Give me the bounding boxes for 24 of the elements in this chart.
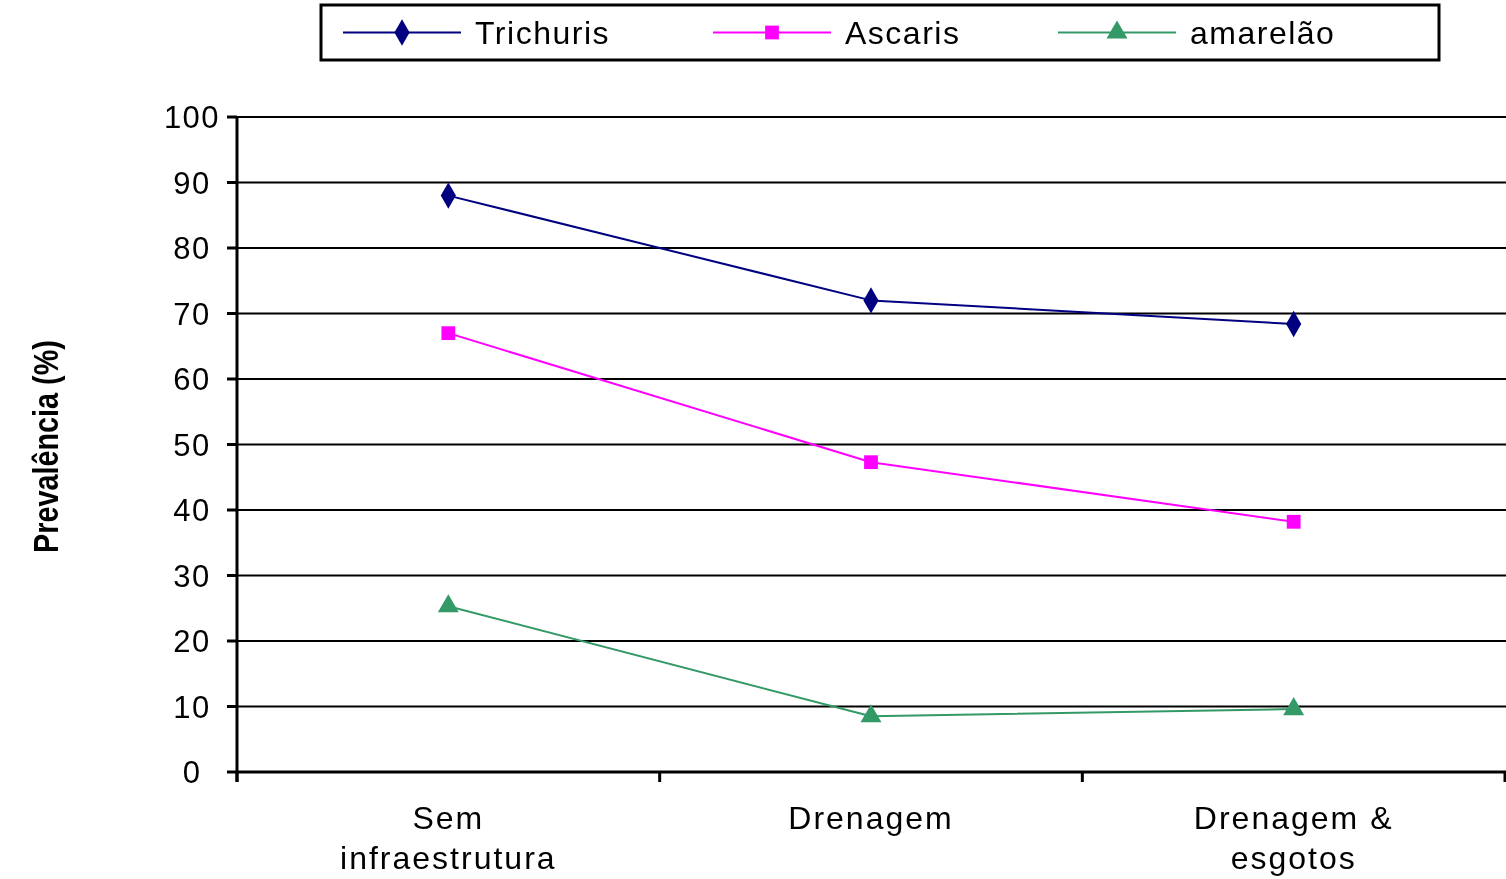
x-tick-label: Drenagem & esgotos [1193, 800, 1394, 876]
legend-label: amarelão [1190, 14, 1336, 51]
y-tick-label: 0 [182, 755, 202, 790]
x-tick-label: Sem infraestrutura [340, 800, 557, 876]
y-tick-label: 50 [173, 427, 211, 463]
legend-label: Trichuris [475, 14, 610, 51]
point [441, 326, 456, 341]
y-tick-label: 30 [173, 558, 211, 594]
x-tick-label: Drenagem [788, 800, 954, 836]
y-tick-label: 40 [173, 493, 211, 528]
y-tick-label: 80 [173, 231, 211, 266]
y-axis-title: Prevalência (%) [24, 340, 66, 553]
y-tick-label: 20 [173, 624, 211, 659]
point [1283, 697, 1305, 716]
y-tick-label: 100 [163, 100, 221, 135]
y-tick-label: 60 [173, 362, 211, 397]
point [1286, 514, 1301, 529]
point [437, 594, 459, 613]
y-tick-label: 10 [173, 689, 211, 725]
y-tick-label: 70 [173, 296, 211, 332]
legend-label: Ascaris [845, 14, 961, 51]
point [864, 455, 878, 470]
y-tick-label: 90 [173, 165, 211, 201]
point [860, 704, 882, 723]
